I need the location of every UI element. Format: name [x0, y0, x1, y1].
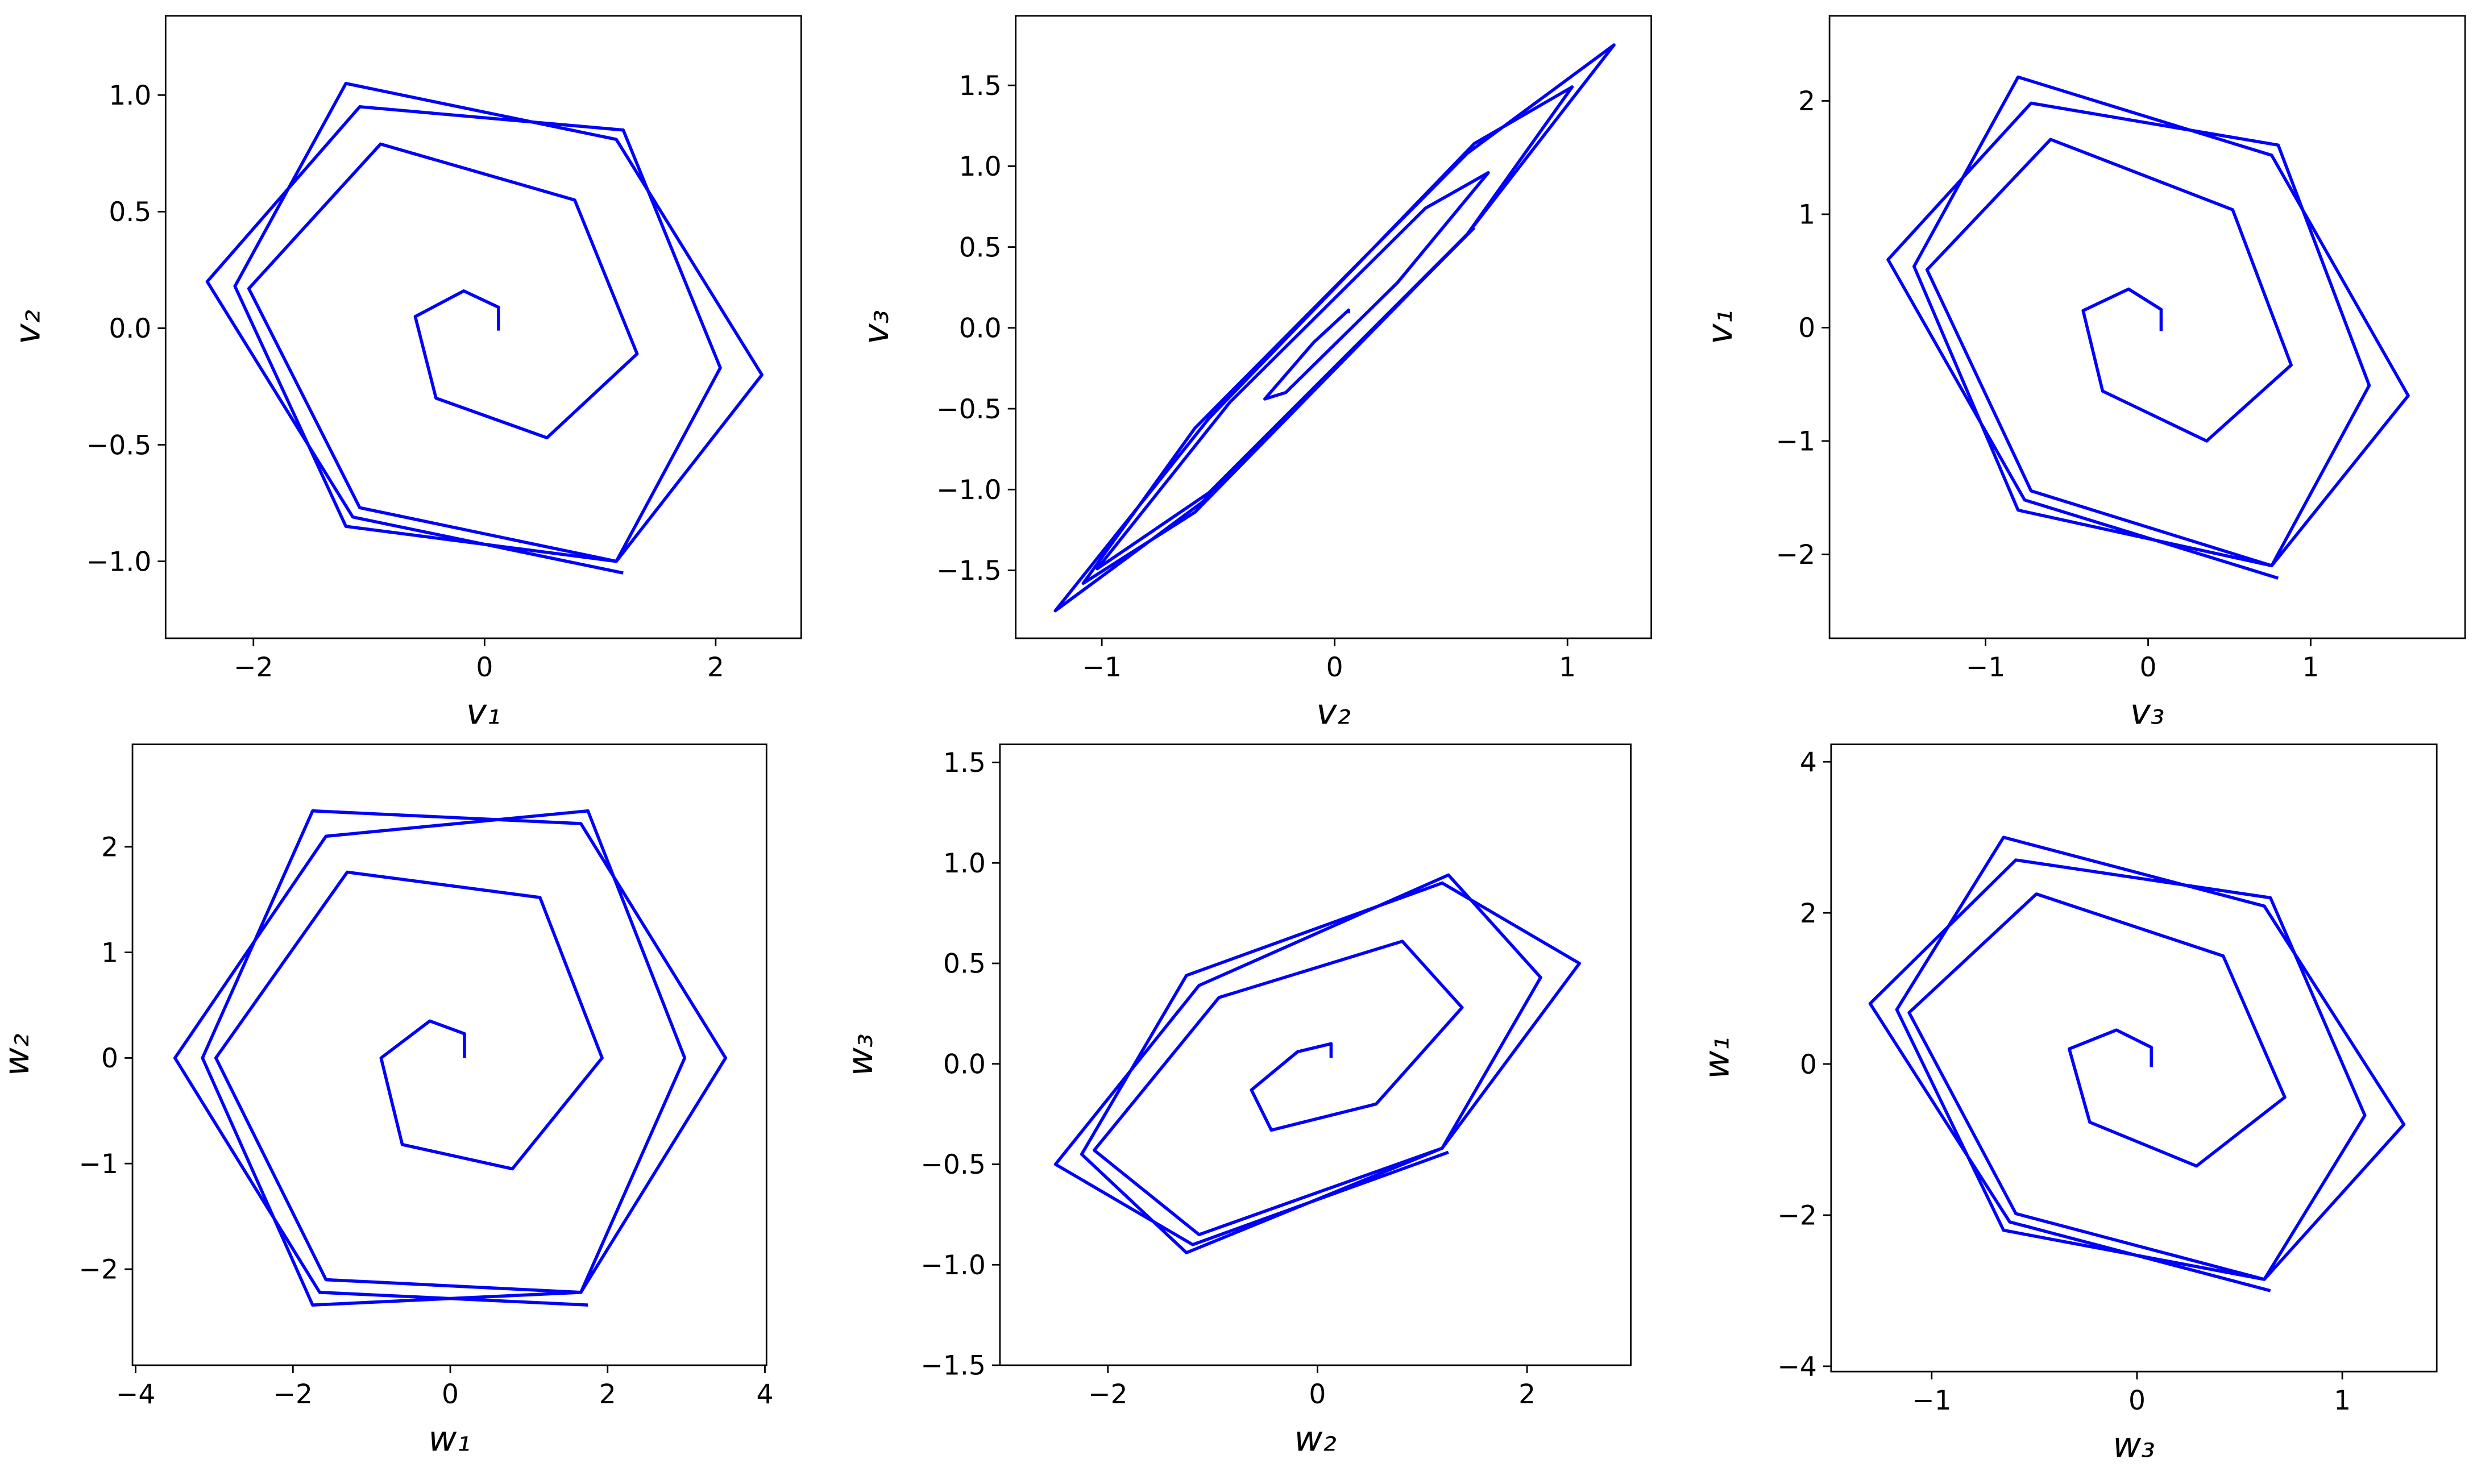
x-tick-label: 0 — [2128, 1385, 2146, 1416]
y-tick-label: −1.0 — [86, 546, 151, 577]
axes-frame — [999, 743, 1632, 1366]
y-tick-label: 1 — [101, 937, 118, 968]
x-tick-label: 2 — [599, 1379, 616, 1410]
trajectory — [205, 82, 764, 575]
y-tick-label: −1.0 — [920, 1250, 985, 1281]
y-axis-label: v₂ — [7, 310, 48, 344]
trajectory — [1053, 873, 1582, 1254]
y-tick-label: −2 — [1776, 539, 1816, 571]
x-tick-label: −2 — [234, 652, 273, 683]
x-tick-label: −1 — [1912, 1385, 1952, 1416]
x-tick-label: 2 — [707, 652, 724, 683]
y-tick-label: 4 — [1800, 747, 1817, 778]
y-tick-label: −0.5 — [86, 430, 151, 461]
x-tick-label: 0 — [442, 1379, 459, 1410]
x-tick-label: 1 — [2302, 652, 2319, 683]
y-tick-label: 0.0 — [959, 313, 1002, 344]
y-tick-label: 1 — [1798, 199, 1815, 231]
axes-frame — [164, 15, 802, 639]
x-axis-label: w₃ — [2113, 1425, 2155, 1466]
y-tick-label: 1.5 — [943, 747, 986, 779]
subplot: −1 0 1 −2 −1 0 1 2 v₃ v₁ — [1700, 15, 2466, 732]
x-tick-label: −1 — [1966, 652, 2006, 683]
x-axis-label: w₁ — [428, 1419, 470, 1459]
x-tick-label: 2 — [1518, 1379, 1536, 1410]
x-tick-label: 0 — [476, 652, 493, 683]
y-tick-label: −1.0 — [936, 475, 1001, 506]
y-tick-label: 0 — [101, 1043, 118, 1074]
y-tick-label: −2 — [79, 1254, 119, 1286]
y-tick-label: −4 — [1777, 1351, 1817, 1382]
x-tick-label: 1 — [1559, 652, 1576, 683]
trajectory — [1868, 835, 2406, 1292]
subplot: −2 0 2 −1.0 −0.5 0.0 0.5 1.0 v₁ v₂ — [7, 15, 802, 732]
subplot: −4 −2 0 2 4 −2 −1 0 1 2 w₁ w₂ — [0, 743, 774, 1460]
x-tick-label: −2 — [273, 1379, 313, 1410]
y-tick-label: −0.5 — [936, 394, 1001, 425]
x-axis-label: v₃ — [2130, 692, 2165, 732]
x-tick-label: −4 — [116, 1379, 156, 1410]
y-tick-label: −1 — [1776, 426, 1816, 458]
y-tick-label: −0.5 — [920, 1149, 985, 1180]
y-tick-label: 1.5 — [959, 70, 1002, 102]
y-axis-label: w₂ — [0, 1033, 37, 1076]
subplot: −2 0 2 −1.5 −1.0 −0.5 0.0 0.5 1.0 1.5 w₂ w₃ — [840, 743, 1632, 1460]
y-tick-label: 0.5 — [109, 197, 151, 228]
x-tick-label: 0 — [2140, 652, 2157, 683]
y-tick-label: 2 — [1798, 86, 1815, 117]
y-tick-label: 0.0 — [943, 1049, 986, 1080]
y-tick-label: 0.5 — [943, 949, 986, 980]
trajectory — [173, 809, 728, 1307]
subplot: −1 0 1 −4 −2 0 2 4 w₃ w₁ — [1697, 743, 2438, 1466]
x-axis-label: v₂ — [1316, 692, 1351, 732]
x-tick-label: 0 — [1309, 1379, 1326, 1410]
axes-frame — [131, 743, 767, 1366]
y-tick-label: 2 — [101, 832, 118, 863]
x-tick-label: 4 — [757, 1379, 774, 1410]
y-tick-label: 1.0 — [943, 848, 986, 879]
y-tick-label: 1.0 — [959, 151, 1002, 182]
y-tick-label: −1.5 — [920, 1350, 985, 1382]
y-tick-label: 0.0 — [109, 313, 151, 344]
y-tick-label: 0 — [1798, 313, 1815, 344]
x-tick-label: −1 — [1082, 652, 1122, 683]
x-tick-label: 0 — [1326, 652, 1343, 683]
y-tick-label: 0 — [1800, 1049, 1817, 1080]
y-tick-label: 2 — [1800, 898, 1817, 929]
trajectory — [1886, 75, 2410, 580]
x-axis-label: w₂ — [1294, 1419, 1337, 1459]
y-axis-label: w₁ — [1697, 1037, 1737, 1079]
y-tick-label: 1.0 — [109, 80, 151, 111]
x-tick-label: −2 — [1088, 1379, 1128, 1410]
axes-frame — [1830, 743, 2438, 1373]
axes-frame — [1015, 15, 1653, 639]
y-tick-label: 0.5 — [959, 232, 1002, 263]
y-axis-label: v₁ — [1700, 310, 1740, 344]
x-axis-label: v₁ — [466, 692, 501, 732]
y-axis-label: v₃ — [856, 310, 897, 344]
subplot: −1 0 1 −1.5 −1.0 −0.5 0.0 0.5 1.0 1.5 v₂ v₃ — [856, 15, 1653, 732]
y-tick-label: −2 — [1777, 1200, 1817, 1232]
x-tick-label: 1 — [2334, 1385, 2351, 1416]
y-tick-label: −1 — [79, 1149, 119, 1180]
trajectory — [1053, 43, 1616, 613]
y-axis-label: w₃ — [840, 1033, 881, 1076]
y-tick-label: −1.5 — [936, 555, 1001, 587]
